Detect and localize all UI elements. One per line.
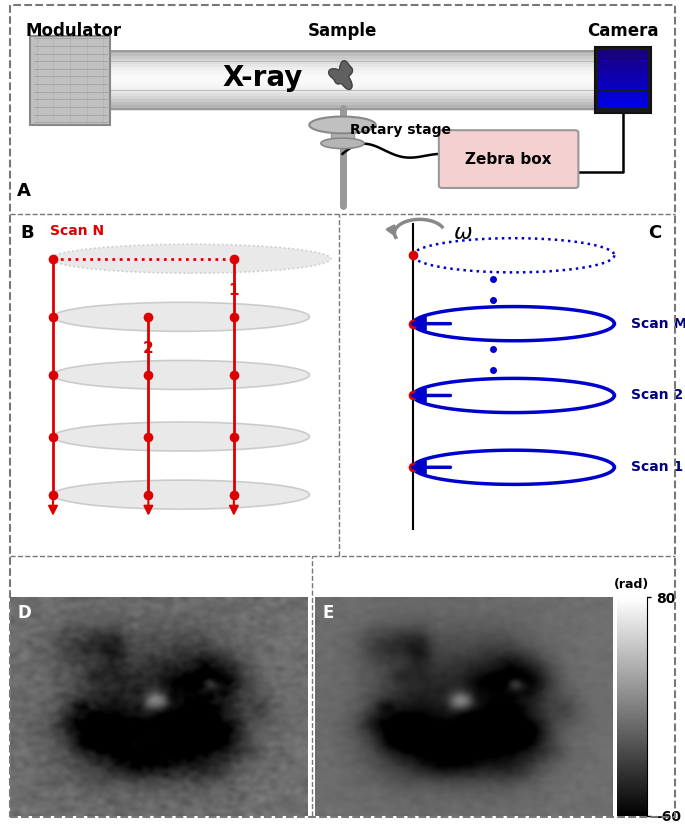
Text: Scan N: Scan N xyxy=(50,224,104,238)
Text: D: D xyxy=(18,604,32,622)
Text: Scan 1: Scan 1 xyxy=(631,461,684,475)
Ellipse shape xyxy=(53,302,310,331)
Bar xyxy=(598,93,648,96)
Bar xyxy=(595,48,651,113)
Text: B: B xyxy=(20,224,34,242)
Text: Scan 2: Scan 2 xyxy=(631,388,684,402)
Text: Zebra box: Zebra box xyxy=(465,152,552,166)
Bar xyxy=(97,82,608,85)
Text: $\omega$: $\omega$ xyxy=(453,223,473,243)
Bar xyxy=(598,102,648,105)
Text: Scan M: Scan M xyxy=(631,316,685,330)
Bar xyxy=(598,70,648,73)
Bar xyxy=(97,76,608,79)
Bar xyxy=(598,68,648,70)
Ellipse shape xyxy=(53,360,310,390)
Bar xyxy=(598,85,648,87)
Text: Camera: Camera xyxy=(587,21,659,40)
Bar xyxy=(598,76,648,79)
Bar xyxy=(97,105,608,108)
Ellipse shape xyxy=(53,422,310,451)
Bar xyxy=(598,53,648,55)
Bar xyxy=(97,53,608,55)
Ellipse shape xyxy=(321,138,364,148)
Bar xyxy=(30,35,110,125)
FancyBboxPatch shape xyxy=(439,130,578,188)
Text: Step-scan: Step-scan xyxy=(102,781,211,801)
Bar xyxy=(598,96,648,99)
Bar xyxy=(598,91,648,93)
Text: Rotary stage: Rotary stage xyxy=(351,124,451,137)
Bar xyxy=(598,64,648,68)
Text: Fly-scan: Fly-scan xyxy=(410,781,501,801)
Bar xyxy=(97,96,608,99)
Text: Modulator: Modulator xyxy=(25,21,121,40)
Text: 1: 1 xyxy=(229,283,239,297)
Bar xyxy=(97,73,608,76)
Bar xyxy=(598,105,648,108)
Bar xyxy=(97,64,608,68)
Text: 2: 2 xyxy=(143,341,153,356)
Bar xyxy=(598,100,648,102)
Ellipse shape xyxy=(51,244,331,274)
Text: E: E xyxy=(323,604,334,622)
Bar xyxy=(598,62,648,64)
Bar xyxy=(598,59,648,62)
Bar xyxy=(331,124,354,143)
Bar xyxy=(598,79,648,82)
Text: A: A xyxy=(17,182,31,200)
Bar xyxy=(598,73,648,76)
Bar xyxy=(97,87,608,91)
Ellipse shape xyxy=(53,480,310,509)
Bar xyxy=(598,87,648,91)
Bar xyxy=(598,56,648,59)
Bar xyxy=(97,91,608,93)
Bar xyxy=(97,100,608,102)
Bar xyxy=(97,85,608,87)
Bar xyxy=(97,79,608,82)
Bar xyxy=(97,56,608,59)
Ellipse shape xyxy=(309,116,376,133)
Bar xyxy=(97,59,608,62)
Bar xyxy=(97,53,608,108)
Text: X-ray: X-ray xyxy=(223,63,303,91)
Bar xyxy=(97,68,608,70)
Bar xyxy=(97,93,608,96)
Bar xyxy=(97,102,608,105)
Polygon shape xyxy=(329,61,353,89)
Text: C: C xyxy=(648,224,661,242)
Text: Sample: Sample xyxy=(308,21,377,40)
Bar xyxy=(598,50,648,53)
Text: (rad): (rad) xyxy=(614,578,649,591)
Bar xyxy=(598,82,648,85)
Bar xyxy=(97,62,608,64)
Bar xyxy=(97,50,608,53)
Bar xyxy=(97,70,608,73)
